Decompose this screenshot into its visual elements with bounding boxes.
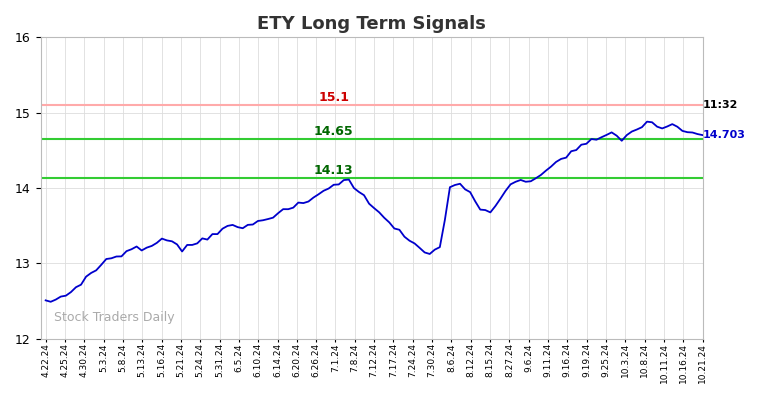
Text: 14.13: 14.13 <box>314 164 354 177</box>
Text: 14.703: 14.703 <box>702 130 746 140</box>
Text: 14.65: 14.65 <box>314 125 354 138</box>
Title: ETY Long Term Signals: ETY Long Term Signals <box>257 15 486 33</box>
Text: 15.1: 15.1 <box>318 91 349 103</box>
Text: Stock Traders Daily: Stock Traders Daily <box>54 311 175 324</box>
Text: 11:32: 11:32 <box>702 100 738 110</box>
